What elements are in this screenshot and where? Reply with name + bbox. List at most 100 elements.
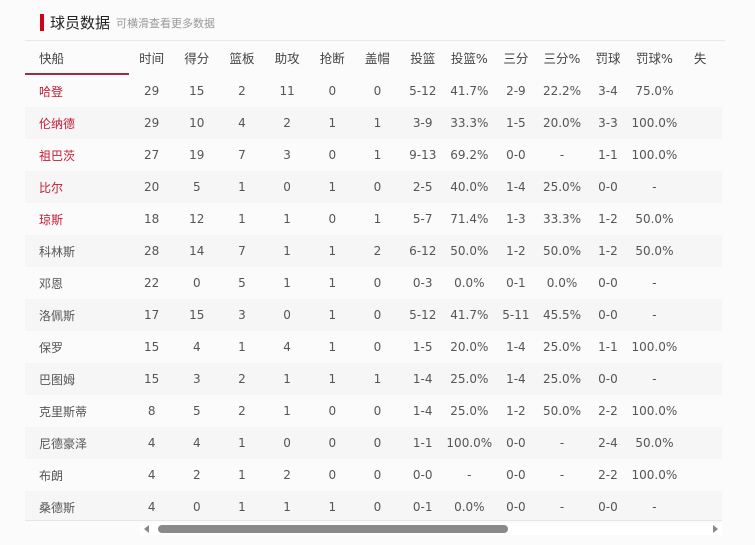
horizontal-scrollbar[interactable] <box>140 523 722 535</box>
stat-cell: 1 <box>309 363 355 395</box>
player-name[interactable]: 巴图姆 <box>25 363 130 395</box>
stat-cell: 1-1 <box>598 340 618 354</box>
column-header: 盖帽 <box>364 51 390 66</box>
stat-cell: 15 <box>144 340 160 354</box>
stat-cell: 1-2 <box>493 235 539 267</box>
stat-cell <box>678 139 722 171</box>
player-name[interactable]: 桑德斯 <box>25 491 130 521</box>
stat-cell: - <box>630 299 679 331</box>
stat-cell: 1 <box>219 171 265 203</box>
stats-table-scroll[interactable]: 快船 时间 得分 篮板 助攻 抢断 盖帽 投篮 投篮% 三分 三分% 罚球 罚球% 失 哈登 29 15 2 11… <box>25 41 722 521</box>
stat-cell: 0 <box>328 148 337 162</box>
stat-cell <box>678 395 722 427</box>
player-name[interactable]: 琼斯 <box>39 212 64 227</box>
stat-cell: 1 <box>283 276 291 290</box>
player-name[interactable]: 科林斯 <box>25 235 130 267</box>
table-row: 比尔 20 5 1 0 1 0 2-5 40.0% 1-4 25.0% 0-0- <box>25 171 722 203</box>
table-row: 伦纳德 29 10 4 2 1 1 3-9 33.3% 1-5 20.0% 3-3 100.0% <box>25 107 722 139</box>
stat-cell: 50.0% <box>630 427 679 459</box>
stat-cell: 69.2% <box>450 148 489 162</box>
scroll-right-arrow-icon[interactable] <box>713 525 718 533</box>
stat-cell: 1 <box>328 276 337 290</box>
stat-cell: 50.0% <box>635 212 674 226</box>
scrollbar-thumb[interactable] <box>158 525 508 533</box>
stat-cell: 5 <box>238 276 246 290</box>
stat-cell: 1 <box>283 212 291 226</box>
stat-cell: 2-2 <box>598 468 618 482</box>
stat-cell: 3 <box>283 148 291 162</box>
title-accent-bar <box>40 14 44 31</box>
stat-cell: 0-3 <box>412 276 433 290</box>
stat-cell: 1-2 <box>506 404 526 418</box>
stat-cell: 0.0% <box>454 276 485 290</box>
stat-cell: 0-1 <box>506 276 526 290</box>
team-tab[interactable]: 快船 <box>25 41 130 75</box>
stat-cell: 0 <box>328 404 337 418</box>
stat-cell: 3-9 <box>400 107 446 139</box>
player-name[interactable]: 祖巴茨 <box>39 148 76 163</box>
scroll-left-arrow-icon[interactable] <box>144 525 149 533</box>
stat-cell: 0 <box>328 468 337 482</box>
stat-cell: 1-5 <box>412 340 433 354</box>
stat-cell: 0 <box>328 212 337 226</box>
divider <box>25 40 725 41</box>
stat-cell: 15 <box>189 83 205 98</box>
column-header: 罚球 <box>595 51 621 66</box>
stat-cell: - <box>559 148 565 162</box>
stat-cell: 40.0% <box>445 171 494 203</box>
stat-cell: 0.0% <box>445 491 494 521</box>
stat-cell: 1 <box>219 427 265 459</box>
stat-cell: 3-4 <box>598 83 618 98</box>
stat-cell: 17 <box>129 299 175 331</box>
stat-cell: 14 <box>174 235 220 267</box>
column-header: 投篮% <box>450 51 488 66</box>
stat-cell: 0 <box>264 299 310 331</box>
stat-cell: 25.0% <box>450 404 489 418</box>
stat-cell: 19 <box>189 148 205 162</box>
stat-cell <box>678 363 722 395</box>
stat-cell: 25.0% <box>542 340 582 354</box>
stat-cell: 20.0% <box>450 340 489 354</box>
column-header: 三分% <box>543 51 581 66</box>
table-row: 克里斯蒂 8 5 2 1 0 0 1-4 25.0% 1-2 50.0% 2-2 100.0% <box>25 395 722 427</box>
stat-cell: 7 <box>238 148 246 162</box>
player-name[interactable]: 洛佩斯 <box>25 299 130 331</box>
stat-cell: 2-5 <box>400 171 446 203</box>
stat-cell: 1-4 <box>493 363 539 395</box>
player-name[interactable]: 伦纳德 <box>25 107 130 139</box>
stat-cell: 1 <box>219 491 265 521</box>
stat-cell: 0.0% <box>546 276 578 290</box>
stat-cell: 29 <box>129 107 175 139</box>
stat-cell: 8 <box>147 404 156 418</box>
stat-cell: 0 <box>264 427 310 459</box>
stat-cell: 0 <box>174 491 220 521</box>
stat-cell: 0-0 <box>585 171 631 203</box>
stat-cell: 0 <box>192 276 201 290</box>
stat-cell: - <box>467 468 472 482</box>
player-name[interactable]: 尼德豪泽 <box>25 427 130 459</box>
stat-cell: 2 <box>192 468 201 482</box>
player-name[interactable]: 克里斯蒂 <box>39 404 88 419</box>
stat-cell: 0 <box>354 427 401 459</box>
stat-cell: 0 <box>354 299 401 331</box>
stat-cell: 41.7% <box>445 299 494 331</box>
stats-table: 快船 时间 得分 篮板 助攻 抢断 盖帽 投篮 投篮% 三分 三分% 罚球 罚球% 失 哈登 29 15 2 11… <box>25 41 722 521</box>
stat-cell: 0-0 <box>598 276 618 290</box>
stat-cell: 0-1 <box>400 491 446 521</box>
stat-cell: 50.0% <box>630 235 679 267</box>
player-name[interactable]: 布朗 <box>39 468 64 483</box>
player-name[interactable]: 保罗 <box>39 340 64 355</box>
stat-cell: 1 <box>309 491 355 521</box>
stat-cell: - <box>538 427 586 459</box>
stat-cell: 2 <box>264 107 310 139</box>
stat-cell: 2-2 <box>598 404 618 418</box>
stat-cell: 0 <box>264 171 310 203</box>
player-name[interactable]: 哈登 <box>39 84 64 99</box>
stat-cell: 0-0 <box>493 491 539 521</box>
stat-cell: 1-2 <box>598 212 618 226</box>
player-name[interactable]: 邓恩 <box>39 276 64 291</box>
player-name[interactable]: 比尔 <box>25 171 130 203</box>
stat-cell: 0 <box>354 491 401 521</box>
stat-cell <box>678 203 722 235</box>
